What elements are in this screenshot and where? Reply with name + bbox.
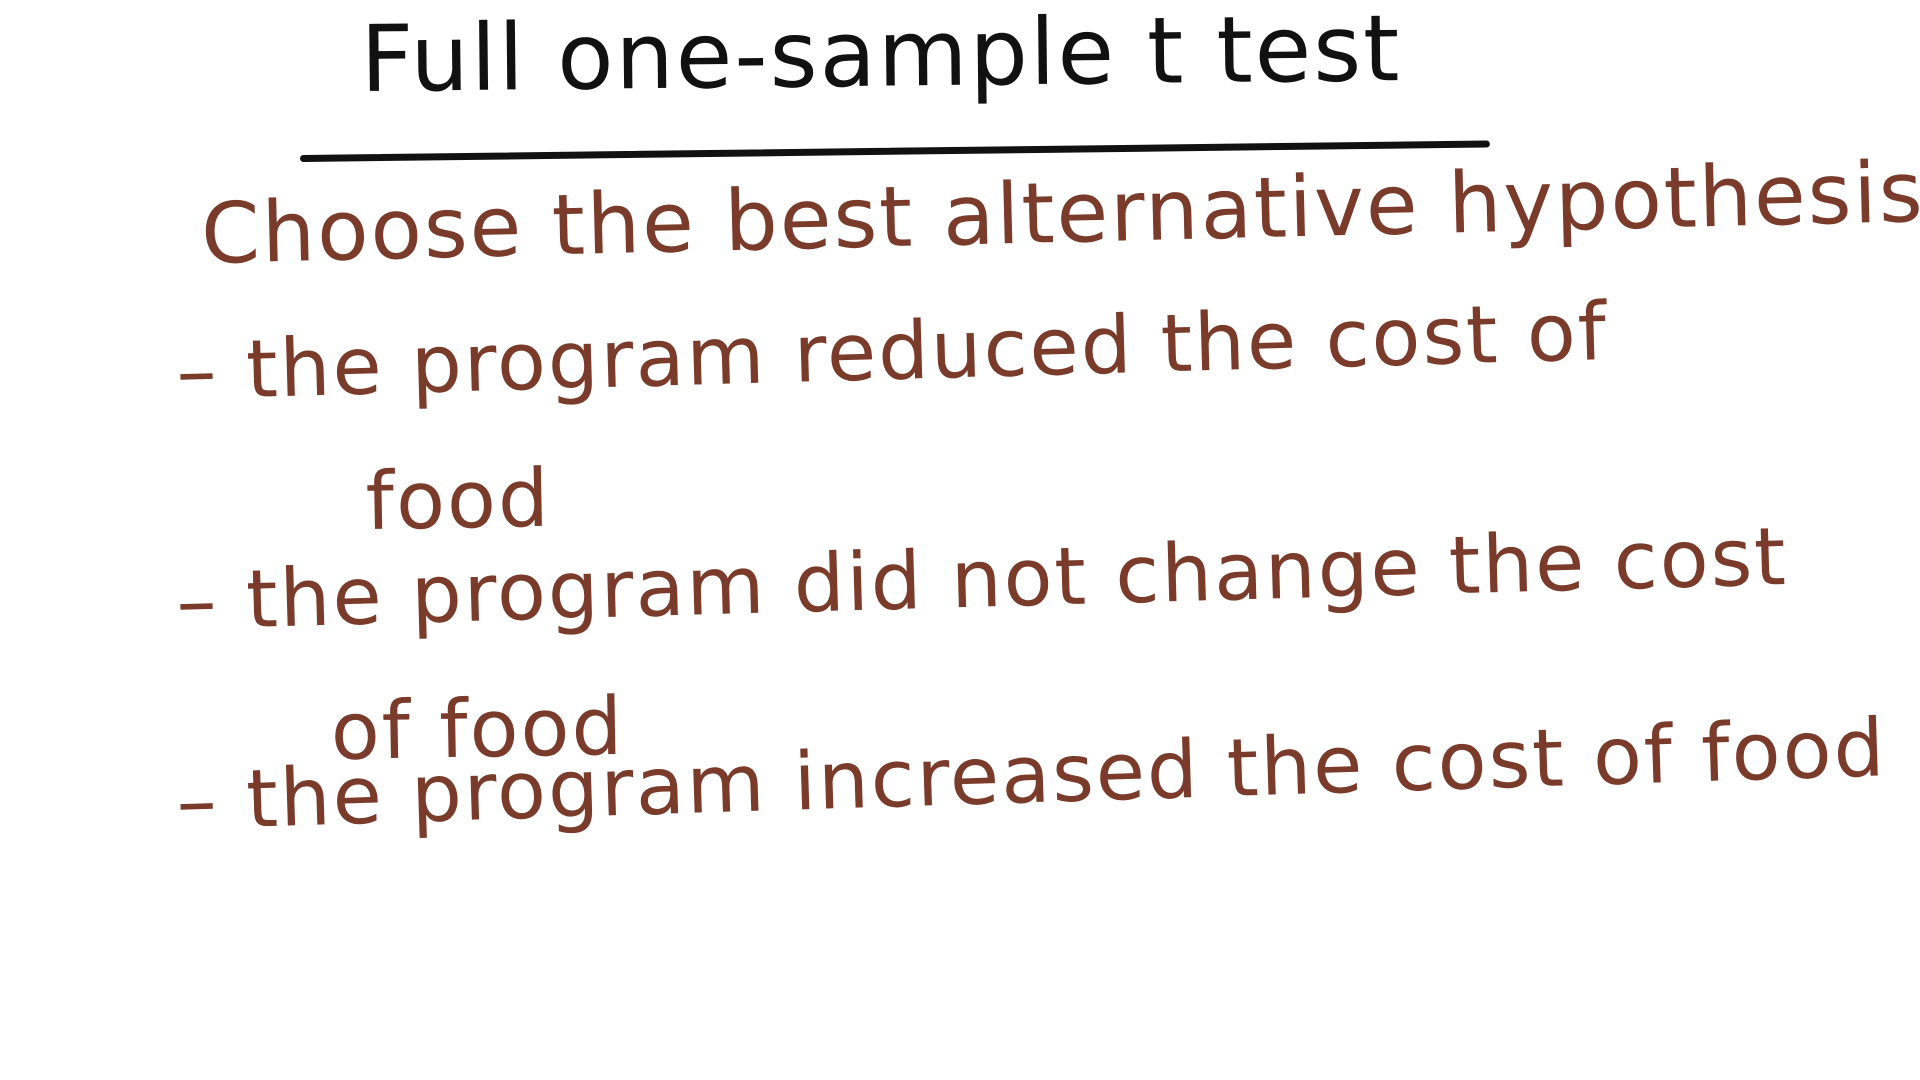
option-bullet: –: [175, 753, 220, 848]
option-bullet: –: [175, 323, 220, 418]
question-prompt: Choose the best alternative hypothesis: [200, 142, 1920, 283]
option-text-line1: the program reduced the cost of: [244, 285, 1610, 417]
option-reduced: – the program reduced the cost of: [175, 285, 1609, 418]
option-bullet: –: [175, 553, 220, 648]
slide-title: Full one-sample t test: [360, 0, 1402, 113]
option-reduced-continuation: food: [365, 451, 552, 548]
